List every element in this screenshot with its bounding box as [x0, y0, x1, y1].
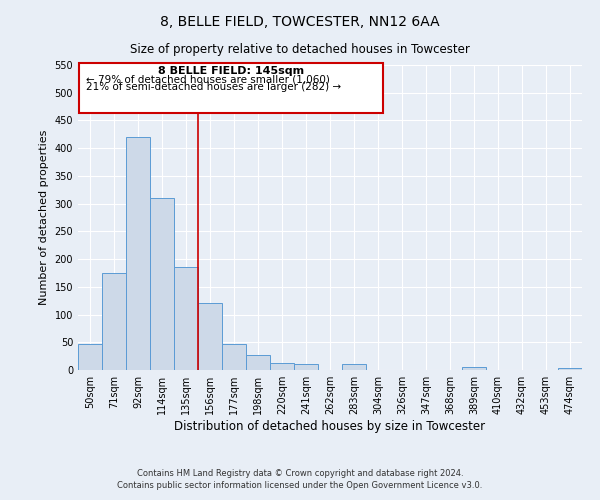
Bar: [222, 344, 246, 370]
Text: Size of property relative to detached houses in Towcester: Size of property relative to detached ho…: [130, 42, 470, 56]
Text: Contains public sector information licensed under the Open Government Licence v3: Contains public sector information licen…: [118, 481, 482, 490]
Bar: [150, 198, 174, 370]
Text: 8, BELLE FIELD, TOWCESTER, NN12 6AA: 8, BELLE FIELD, TOWCESTER, NN12 6AA: [160, 15, 440, 29]
Bar: [462, 367, 486, 370]
Text: ← 79% of detached houses are smaller (1,060): ← 79% of detached houses are smaller (1,…: [86, 74, 330, 85]
Bar: [246, 355, 270, 370]
Bar: [126, 137, 150, 370]
X-axis label: Distribution of detached houses by size in Towcester: Distribution of detached houses by size …: [175, 420, 485, 433]
Bar: [198, 304, 222, 370]
Bar: [78, 344, 102, 370]
Text: 21% of semi-detached houses are larger (282) →: 21% of semi-detached houses are larger (…: [86, 82, 341, 92]
FancyBboxPatch shape: [79, 64, 383, 113]
Bar: [174, 268, 198, 370]
Text: 8 BELLE FIELD: 145sqm: 8 BELLE FIELD: 145sqm: [158, 66, 304, 76]
Bar: [270, 363, 294, 370]
Bar: [558, 368, 582, 370]
Bar: [102, 273, 126, 370]
Bar: [294, 364, 318, 370]
Bar: [342, 364, 366, 370]
Text: Contains HM Land Registry data © Crown copyright and database right 2024.: Contains HM Land Registry data © Crown c…: [137, 468, 463, 477]
Y-axis label: Number of detached properties: Number of detached properties: [39, 130, 49, 305]
